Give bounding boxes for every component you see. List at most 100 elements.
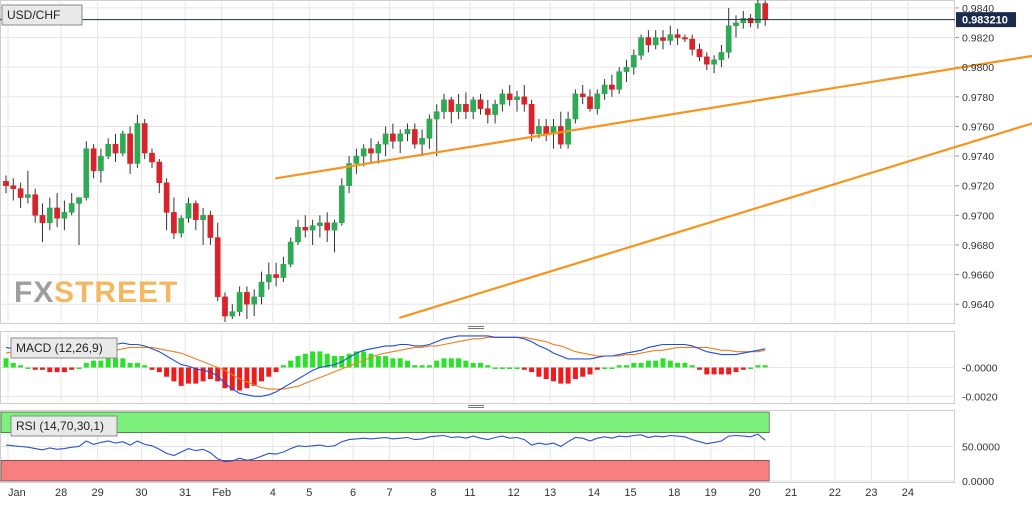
x-axis-label: 30 [135, 487, 147, 499]
candle-body [616, 71, 623, 90]
macd-histogram-bar [193, 367, 199, 384]
macd-histogram-bar [390, 358, 396, 368]
macd-histogram-bar [456, 358, 462, 368]
x-axis-label: 5 [306, 487, 312, 499]
rsi-line [5, 433, 766, 463]
macd-histogram-bar [441, 358, 447, 368]
macd-histogram-bar [332, 356, 337, 368]
candle-body [630, 55, 637, 68]
macd-histogram-bar [434, 360, 440, 368]
macd-histogram-bar [113, 358, 118, 368]
candle-body [484, 108, 491, 115]
candle-body [521, 96, 528, 105]
candle-body [149, 152, 155, 163]
x-axis-label: 18 [668, 487, 680, 499]
macd-histogram-bar [361, 351, 367, 368]
macd-histogram-bar [470, 362, 476, 368]
macd-axis-label: -0.0020 [962, 391, 998, 403]
candle-body [324, 222, 331, 231]
candle-body [119, 133, 126, 154]
symbol-label: USD/CHF [1, 4, 83, 26]
macd-histogram-bar [149, 367, 155, 370]
price-axis-label: 0.9700 [962, 210, 994, 222]
candle-body [338, 185, 345, 223]
macd-histogram-bar [317, 351, 323, 368]
last-price-label: 0.983210 [956, 12, 1016, 28]
macd-histogram-bar [624, 365, 629, 368]
candle-body [755, 3, 761, 23]
candle-body [397, 133, 404, 142]
candle-body [10, 185, 17, 189]
macd-histogram-bar [229, 367, 235, 391]
x-axis-label: 8 [430, 487, 436, 499]
macd-histogram-bar [127, 362, 133, 368]
macd-histogram-bar [543, 367, 549, 379]
trendline-upper [275, 54, 1032, 180]
candle-body [368, 148, 374, 154]
macd-histogram-bar [120, 358, 126, 368]
x-axis-label: 14 [588, 487, 600, 499]
macd-histogram-bar [507, 367, 513, 369]
macd-histogram-bar [273, 367, 279, 373]
macd-histogram-bar [499, 367, 505, 369]
macd-histogram-bar [91, 360, 97, 368]
candle-body [419, 138, 425, 145]
macd-histogram-bar [215, 367, 221, 382]
right-axis-background [955, 0, 1032, 483]
candle-body [667, 34, 674, 41]
x-axis-label: 24 [902, 487, 914, 499]
macd-histogram-bar [40, 367, 45, 370]
candle-body [390, 133, 396, 142]
macd-histogram-bar [61, 367, 67, 373]
candle-body [426, 118, 433, 139]
candle-body [105, 143, 112, 157]
candle-body [638, 37, 644, 56]
candle-body [353, 155, 360, 164]
macd-histogram-bar [682, 362, 688, 368]
candle-body [433, 111, 440, 120]
x-axis-label: 22 [829, 487, 841, 499]
macd-histogram-bar [587, 367, 593, 375]
macd-histogram-bar [609, 367, 615, 369]
macd-histogram-bar [83, 362, 89, 368]
macd-histogram-bar [733, 367, 739, 373]
candle-body [572, 93, 579, 120]
rsi-splitter-handle[interactable] [466, 404, 486, 410]
candle-body [492, 103, 498, 115]
trendline-lower [399, 122, 1032, 319]
candle-body [39, 215, 46, 223]
macd-histogram-bar [259, 367, 264, 382]
candle-body [536, 126, 542, 135]
x-axis-label: 11 [464, 487, 475, 499]
x-axis-label: 20 [748, 487, 760, 499]
macd-histogram-bar [675, 362, 681, 368]
candle-body [499, 93, 506, 105]
candle-body [609, 84, 615, 90]
candle-body [76, 197, 82, 204]
macd-histogram-bar [266, 367, 272, 377]
candle-body [141, 123, 148, 154]
candle-body [703, 56, 710, 65]
rsi-label-text: RSI (14,70,30,1) [16, 419, 104, 433]
macd-histogram-bar [762, 365, 768, 368]
x-axis-label: 29 [91, 487, 103, 499]
macd-histogram-bar [638, 362, 644, 368]
candle-body [762, 3, 769, 21]
candle-body [90, 148, 97, 172]
x-axis-label: 6 [350, 487, 356, 499]
candle-body [185, 203, 192, 219]
candle-body [112, 143, 119, 154]
candle-body [674, 34, 681, 38]
macd-histogram-bar [353, 351, 359, 368]
macd-splitter-handle[interactable] [466, 325, 486, 331]
candle-body [3, 181, 9, 186]
trendlines-layer [275, 54, 1032, 319]
candle-body [382, 133, 389, 145]
x-axis-label: 15 [624, 487, 636, 499]
macd-histogram-bar [324, 353, 330, 368]
candle-body [280, 263, 287, 278]
macd-histogram-bar [178, 367, 184, 386]
macd-histogram-bar [448, 358, 454, 368]
candle-body [222, 296, 228, 317]
